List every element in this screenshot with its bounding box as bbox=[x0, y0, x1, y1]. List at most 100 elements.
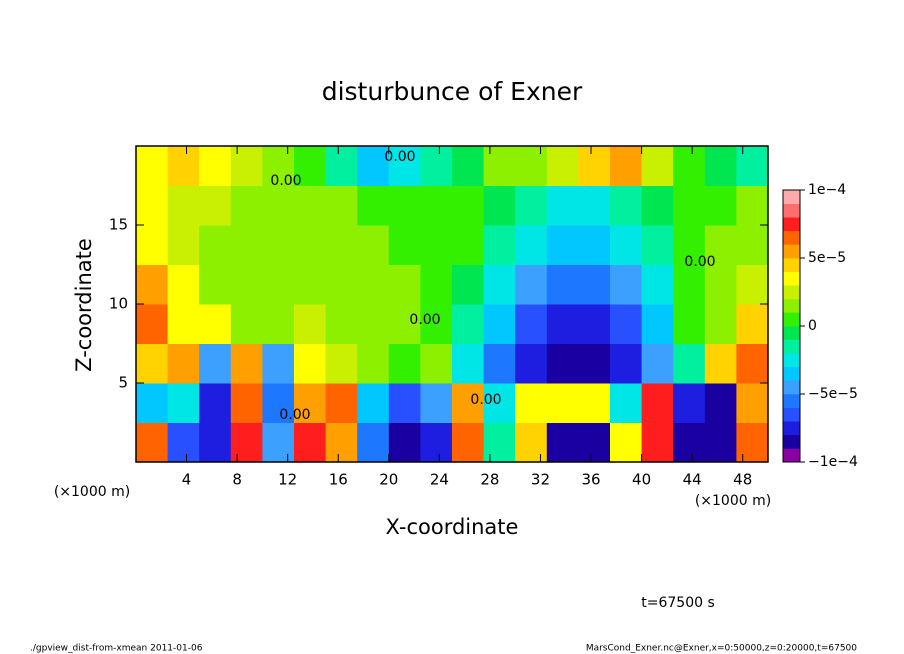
heat-cell bbox=[230, 383, 263, 423]
colorbar-tick-label: −5e−5 bbox=[808, 386, 858, 402]
heat-cell bbox=[262, 343, 295, 384]
heat-cell bbox=[483, 304, 516, 344]
heat-cell bbox=[610, 383, 643, 423]
heat-cell bbox=[736, 343, 769, 384]
heat-cell bbox=[136, 343, 169, 384]
contour-label: 0.00 bbox=[409, 312, 440, 328]
heat-cell bbox=[641, 185, 674, 226]
heat-cell bbox=[704, 264, 737, 305]
heat-cell bbox=[199, 422, 232, 463]
heat-cell bbox=[546, 225, 579, 265]
x-tick-label: 4 bbox=[182, 471, 192, 489]
heat-cell bbox=[230, 343, 263, 384]
heat-cell bbox=[294, 146, 327, 186]
heat-cell bbox=[230, 146, 263, 186]
heat-cell bbox=[673, 304, 706, 344]
colorbar-bin bbox=[783, 190, 800, 204]
x-unit-label: (×1000 m) bbox=[695, 493, 771, 509]
heat-cell bbox=[199, 264, 232, 305]
heat-cell bbox=[325, 343, 358, 384]
x-tick-label: 44 bbox=[683, 471, 702, 489]
heat-cell bbox=[483, 422, 516, 463]
heat-cell bbox=[736, 225, 769, 265]
heat-cell bbox=[704, 304, 737, 344]
heat-cell bbox=[641, 146, 674, 186]
heat-cell bbox=[704, 225, 737, 265]
colorbar-tick-label: 5e−5 bbox=[808, 250, 846, 266]
heat-cell bbox=[673, 146, 706, 186]
colorbar-bin bbox=[783, 339, 800, 354]
heat-cell bbox=[578, 225, 611, 265]
heat-cell bbox=[388, 343, 421, 384]
heat-cell bbox=[673, 225, 706, 265]
colorbar-bin bbox=[783, 230, 800, 245]
heat-cell bbox=[546, 185, 579, 226]
heat-cell bbox=[167, 383, 200, 423]
heat-cell bbox=[736, 304, 769, 344]
heat-cell bbox=[452, 146, 485, 186]
footer-left: ./gpview_dist-from-xmean 2011-01-06 bbox=[30, 644, 203, 654]
heat-cell bbox=[199, 146, 232, 186]
heat-cell bbox=[641, 225, 674, 265]
contour-label: 0.00 bbox=[384, 149, 415, 165]
heat-cell bbox=[736, 422, 769, 463]
heat-cell bbox=[578, 146, 611, 186]
heat-cell bbox=[673, 383, 706, 423]
heat-cell bbox=[610, 422, 643, 463]
heat-cell bbox=[578, 185, 611, 226]
heat-cell bbox=[452, 264, 485, 305]
heat-cell bbox=[136, 383, 169, 423]
y-axis-label: Z-coordinate bbox=[72, 238, 96, 372]
heat-cell bbox=[262, 146, 295, 186]
heat-cell bbox=[357, 343, 390, 384]
heat-cell bbox=[136, 264, 169, 305]
heat-cell bbox=[199, 383, 232, 423]
heat-cell bbox=[515, 225, 548, 265]
heat-cell bbox=[357, 304, 390, 344]
colorbar-bin bbox=[783, 258, 800, 272]
heat-cell bbox=[704, 343, 737, 384]
heat-cell bbox=[610, 304, 643, 344]
colorbar-bin bbox=[783, 312, 800, 327]
heat-cell bbox=[483, 264, 516, 305]
y-tick-label: 5 bbox=[118, 374, 128, 392]
heat-cell bbox=[325, 383, 358, 423]
heat-cell bbox=[546, 383, 579, 423]
y-tick-label: 15 bbox=[109, 216, 128, 234]
heat-cell bbox=[230, 264, 263, 305]
heat-cell bbox=[325, 304, 358, 344]
heat-cell bbox=[452, 383, 485, 423]
heat-cell bbox=[420, 146, 453, 186]
heat-cell bbox=[578, 383, 611, 423]
heat-cell bbox=[294, 383, 327, 423]
heat-cell bbox=[483, 185, 516, 226]
heat-cell bbox=[736, 185, 769, 226]
heat-cell bbox=[515, 383, 548, 423]
heat-cell bbox=[294, 304, 327, 344]
colorbar-bin bbox=[783, 285, 800, 300]
heat-cell bbox=[673, 422, 706, 463]
heat-cell bbox=[610, 343, 643, 384]
x-tick-label: 28 bbox=[480, 471, 499, 489]
heat-cell bbox=[546, 343, 579, 384]
colorbar-bin bbox=[783, 203, 800, 218]
heat-cell bbox=[736, 264, 769, 305]
heat-cell bbox=[515, 304, 548, 344]
heat-cell bbox=[641, 422, 674, 463]
heat-cell bbox=[452, 343, 485, 384]
heat-cell bbox=[704, 383, 737, 423]
heat-cell bbox=[515, 343, 548, 384]
heat-cell bbox=[578, 304, 611, 344]
colorbar-bin bbox=[783, 407, 800, 422]
heat-cell bbox=[388, 422, 421, 463]
heat-cell bbox=[420, 343, 453, 384]
heat-cell bbox=[420, 304, 453, 344]
heat-cell bbox=[357, 185, 390, 226]
heat-cell bbox=[736, 146, 769, 186]
heat-cell bbox=[167, 422, 200, 463]
heat-cell bbox=[230, 225, 263, 265]
heat-cell bbox=[136, 304, 169, 344]
heat-cell bbox=[641, 343, 674, 384]
heat-cell bbox=[641, 383, 674, 423]
heat-cell bbox=[262, 304, 295, 344]
